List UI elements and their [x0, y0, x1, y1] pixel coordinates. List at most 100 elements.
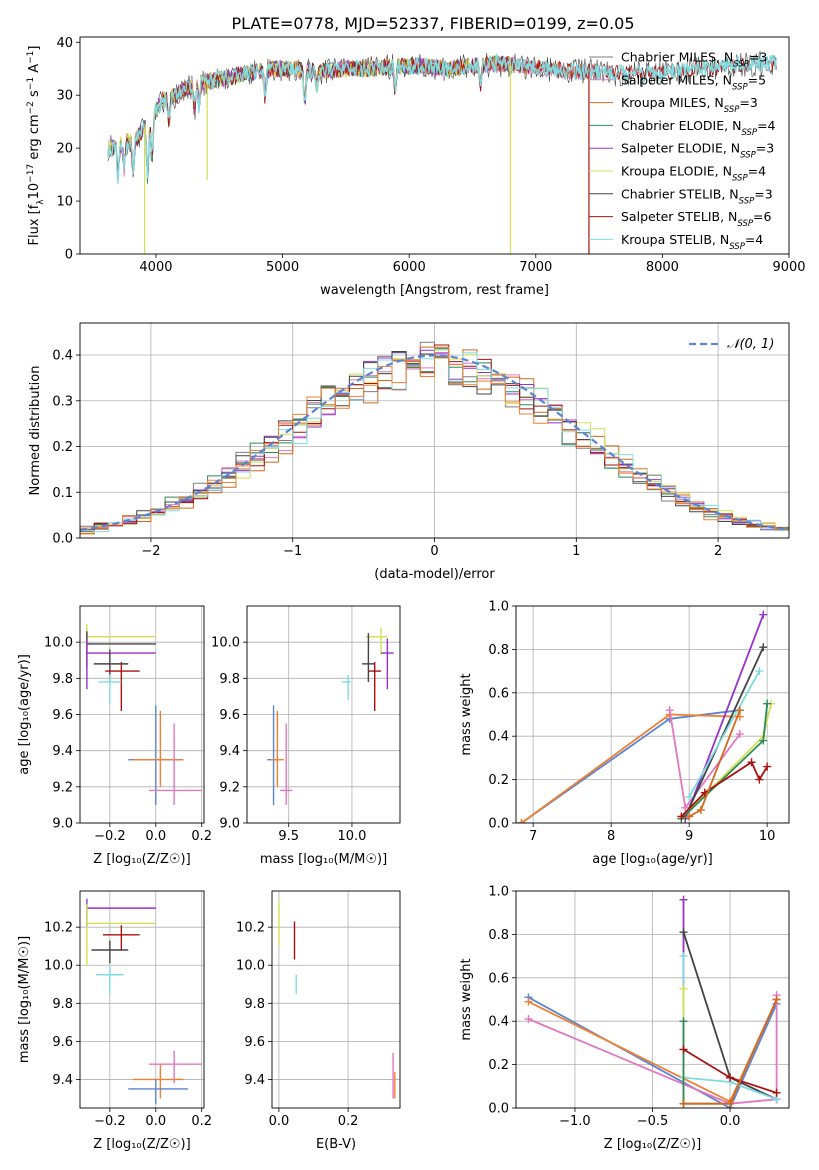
legend-entry: Salpeter STELIB, NSSP=6: [621, 209, 771, 229]
plot-area: [267, 627, 394, 805]
legend-entry: Salpeter MILES, NSSP=5: [621, 72, 766, 92]
y-tick-label: 20: [56, 142, 73, 157]
y-axis-label: age [log₁₀(age/yr)]: [17, 654, 32, 775]
weight-line: [680, 703, 769, 820]
weight-series: [679, 1017, 688, 1108]
y-tick-label: 0.4: [52, 349, 73, 364]
plot-area: [107, 50, 777, 254]
weight-marker: [524, 997, 533, 1006]
error-bar-point: [132, 1064, 184, 1099]
error-bar-point: [368, 662, 382, 711]
error-bar-point: [91, 940, 129, 964]
x-tick-label: 0.2: [191, 1114, 212, 1129]
weight-marker: [759, 643, 768, 652]
error-bar-point: [148, 1050, 202, 1084]
x-axis-label: Z [log₁₀(Z/Z☉)]: [93, 852, 190, 867]
weight-marker: [735, 730, 744, 739]
error-bar-point: [341, 674, 351, 701]
legend-entry: Salpeter ELODIE, NSSP=3: [621, 141, 774, 161]
grid: [516, 890, 789, 1109]
error-bar-point: [362, 633, 375, 682]
grid: [272, 891, 400, 1108]
y-tick-label: 10.0: [44, 959, 73, 974]
grid: [516, 605, 789, 824]
axes-frame: [515, 890, 790, 1109]
grid: [80, 891, 204, 1108]
weight-marker: [763, 762, 772, 771]
x-tick-label: 0.0: [145, 829, 166, 844]
y-tick-label: 0.4: [488, 1015, 509, 1030]
x-tick-label: −1.0: [559, 1114, 591, 1129]
weight-marker: [679, 1099, 688, 1108]
y-tick-label: 9.8: [52, 997, 73, 1012]
weight-marker: [685, 792, 694, 801]
chart-weight-vs-Z: −1.0 −0.5 0.0 0.0 0.2 0.4 0.6 0.8 1.0 Z [log₁₀(Z/…: [459, 885, 790, 1152]
x-tick-label: 0.2: [191, 829, 212, 844]
plot-area: [86, 898, 202, 1105]
legend-entry: 𝒩(0, 1): [727, 337, 774, 352]
y-tick-label: 9.2: [52, 780, 73, 795]
y-axis-label: mass weight: [459, 673, 474, 755]
weight-marker: [677, 812, 686, 821]
error-bar-point: [105, 662, 140, 711]
chart-mass-vs-EBV: 0.0 0.2 9.4 9.6 9.8 10.0 10.2 E(B-V): [236, 890, 401, 1152]
plot-area: [80, 341, 789, 535]
y-tick-label: 9.8: [52, 672, 73, 687]
weight-series: [679, 995, 781, 1108]
error-bar-point: [86, 638, 156, 690]
y-tick-label: 9.6: [244, 1035, 265, 1050]
x-tick-label: 0.0: [269, 1114, 290, 1129]
error-bar-point: [271, 710, 284, 787]
weight-marker: [665, 706, 674, 715]
weight-marker: [755, 667, 764, 676]
y-tick-label: 0.4: [488, 730, 509, 745]
y-tick-label: 9.4: [244, 1073, 265, 1088]
weight-series: [677, 758, 772, 821]
x-tick-label: 5000: [266, 260, 299, 275]
axes-frame: [246, 605, 401, 824]
chart-age-vs-Z: −0.2 0.0 0.2 9.0 9.2 9.4 9.6 9.8 10.0 Z [log₁₀(Z/…: [17, 605, 212, 867]
weight-marker: [679, 928, 688, 937]
legend-entry: Kroupa MILES, NSSP=3: [621, 95, 758, 115]
y-tick-label: 0.0: [488, 1102, 509, 1117]
legend-entry: Kroupa STELIB, NSSP=4: [621, 232, 763, 252]
weight-marker: [759, 610, 768, 619]
x-tick-label: 0.0: [720, 1114, 741, 1129]
weight-marker: [772, 1088, 781, 1097]
weight-marker: [772, 995, 781, 1004]
y-tick-label: 0.1: [52, 486, 73, 501]
y-tick-label: 0.8: [488, 643, 509, 658]
x-tick-label: 10.0: [337, 829, 366, 844]
chart-weight-vs-age: 7 8 9 10 0.0 0.2 0.4 0.6 0.8 1.0 age [log₁₀(age/yr…: [459, 600, 790, 867]
x-tick-label: −0.5: [637, 1114, 669, 1129]
x-tick-label: 8: [607, 829, 615, 844]
y-tick-label: 10.0: [44, 636, 73, 651]
y-tick-label: 10.0: [236, 959, 265, 974]
y-tick-label: 0.8: [488, 928, 509, 943]
axes-frame: [79, 605, 205, 824]
x-tick-label: 0.0: [145, 1114, 166, 1129]
error-bar-point: [365, 627, 388, 655]
error-bar-point: [148, 723, 202, 805]
x-axis-label: Z [log₁₀(Z/Z☉)]: [604, 1137, 701, 1152]
plot-area: [86, 624, 202, 805]
error-bar-point: [98, 674, 122, 704]
weight-series: [679, 1045, 781, 1097]
x-axis-label: Z [log₁₀(Z/Z☉)]: [93, 1137, 190, 1152]
x-tick-label: −1: [283, 544, 302, 559]
x-tick-label: 7000: [519, 260, 552, 275]
y-axis-label: mass [log₁₀(M/M☉)]: [17, 936, 32, 1063]
chart-residuals: −2 −1 0 1 2 0.0 0.1 0.2 0.3 0.4 (data-model)/error…: [28, 322, 790, 582]
y-tick-label: 30: [56, 89, 73, 104]
weight-marker: [517, 819, 526, 823]
x-tick-label: 6000: [393, 260, 426, 275]
y-tick-label: 10.0: [211, 636, 240, 651]
chart-mass-vs-Z: −0.2 0.0 0.2 9.4 9.6 9.8 10.0 10.2 Z [log₁₀(Z/Z☉…: [17, 890, 212, 1152]
weight-marker: [726, 1073, 735, 1082]
weight-marker: [679, 1017, 688, 1026]
error-bar-point: [279, 723, 293, 805]
histogram-series: [80, 341, 789, 531]
x-axis-label: age [log₁₀(age/yr)]: [592, 852, 713, 867]
y-tick-label: 9.4: [52, 1073, 73, 1088]
